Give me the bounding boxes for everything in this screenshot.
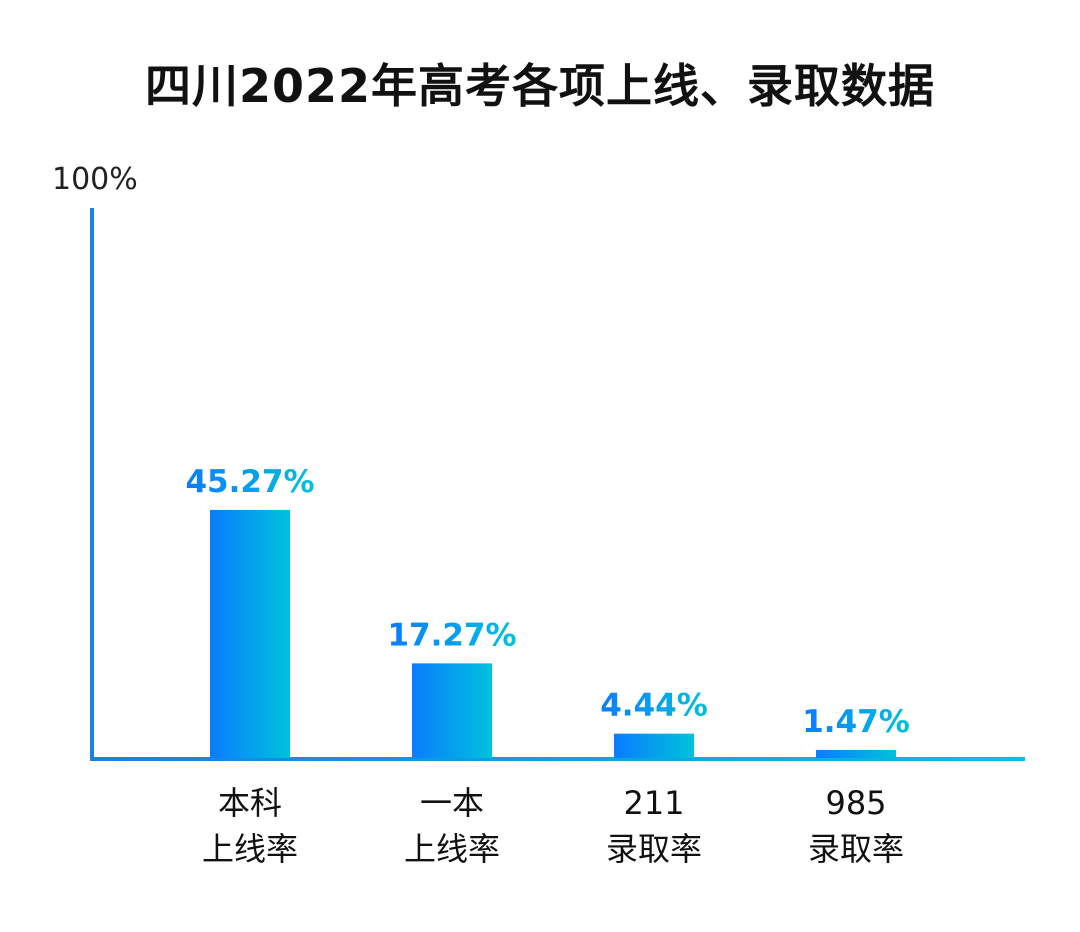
data-label: 1.47%: [802, 704, 910, 740]
x-tick-label: 211: [623, 784, 684, 822]
bar: [614, 733, 694, 758]
x-tick-label: 上线率: [404, 830, 500, 868]
x-tick-label: 985: [825, 784, 886, 822]
bar: [412, 663, 492, 758]
x-tick-label: 一本: [420, 784, 484, 822]
x-axis-line: [90, 757, 1025, 761]
y-axis-max-label: 100%: [52, 162, 138, 197]
data-label: 17.27%: [387, 617, 516, 653]
data-label: 45.27%: [185, 464, 314, 500]
y-axis-line: [90, 208, 94, 761]
x-tick-label: 录取率: [808, 830, 904, 868]
x-tick-label: 上线率: [202, 830, 298, 868]
bar: [816, 749, 896, 758]
chart-title: 四川2022年高考各项上线、录取数据: [144, 59, 936, 113]
bar: [210, 509, 290, 758]
x-tick-label: 录取率: [606, 830, 702, 868]
data-label: 4.44%: [600, 688, 708, 724]
x-tick-label: 本科: [218, 784, 282, 822]
